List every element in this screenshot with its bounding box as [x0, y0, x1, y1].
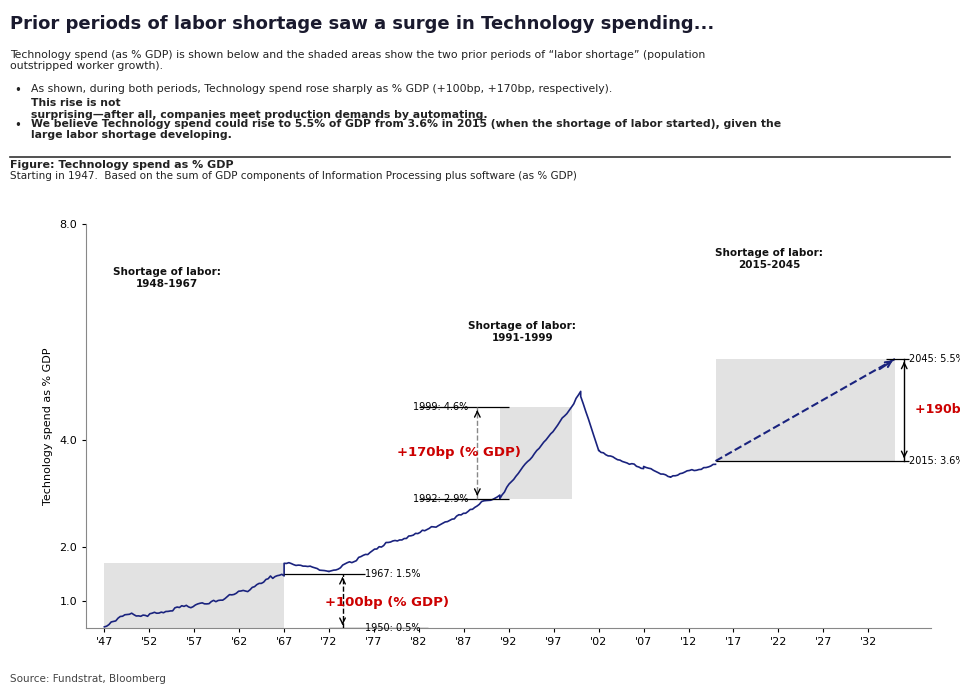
- Text: Shortage of labor:
1948-1967: Shortage of labor: 1948-1967: [113, 267, 221, 289]
- Text: Figure: Technology spend as % GDP: Figure: Technology spend as % GDP: [10, 160, 233, 170]
- Text: •: •: [14, 84, 21, 97]
- Text: Starting in 1947.  Based on the sum of GDP components of Information Processing : Starting in 1947. Based on the sum of GD…: [10, 171, 576, 181]
- Text: 1999: 4.6%: 1999: 4.6%: [413, 402, 468, 412]
- Bar: [715, 359, 896, 461]
- Bar: [500, 407, 572, 499]
- Text: Shortage of labor:
1991-1999: Shortage of labor: 1991-1999: [468, 321, 576, 343]
- Text: We believe Technology spend could rise to 5.5% of GDP from 3.6% in 2015 (when th: We believe Technology spend could rise t…: [31, 119, 780, 140]
- Text: Technology spend (as % GDP) is shown below and the shaded areas show the two pri: Technology spend (as % GDP) is shown bel…: [10, 50, 705, 71]
- Text: 1950: 0.5%: 1950: 0.5%: [365, 623, 420, 633]
- Text: This rise is not
surprising—after all, companies meet production demands by auto: This rise is not surprising—after all, c…: [31, 98, 488, 119]
- Text: •: •: [14, 119, 21, 132]
- Text: 2045: 5.5%: 2045: 5.5%: [909, 354, 960, 364]
- Y-axis label: Technology spend as % GDP: Technology spend as % GDP: [42, 347, 53, 505]
- Bar: [105, 563, 284, 628]
- Text: Prior periods of labor shortage saw a surge in Technology spending...: Prior periods of labor shortage saw a su…: [10, 15, 714, 33]
- Text: +100bp (% GDP): +100bp (% GDP): [325, 596, 449, 609]
- Text: 1967: 1.5%: 1967: 1.5%: [365, 569, 420, 579]
- Text: 1992: 2.9%: 1992: 2.9%: [413, 494, 468, 504]
- Text: Shortage of labor:
2015-2045: Shortage of labor: 2015-2045: [715, 248, 824, 270]
- Text: Source: Fundstrat, Bloomberg: Source: Fundstrat, Bloomberg: [10, 675, 165, 684]
- Text: 2015: 3.6%: 2015: 3.6%: [909, 456, 960, 466]
- Text: +170bp (% GDP): +170bp (% GDP): [397, 446, 521, 460]
- Text: +190bp (% GDP): +190bp (% GDP): [915, 404, 960, 417]
- Text: As shown, during both periods, Technology spend rose sharply as % GDP (+100bp, +: As shown, during both periods, Technolog…: [31, 84, 619, 94]
